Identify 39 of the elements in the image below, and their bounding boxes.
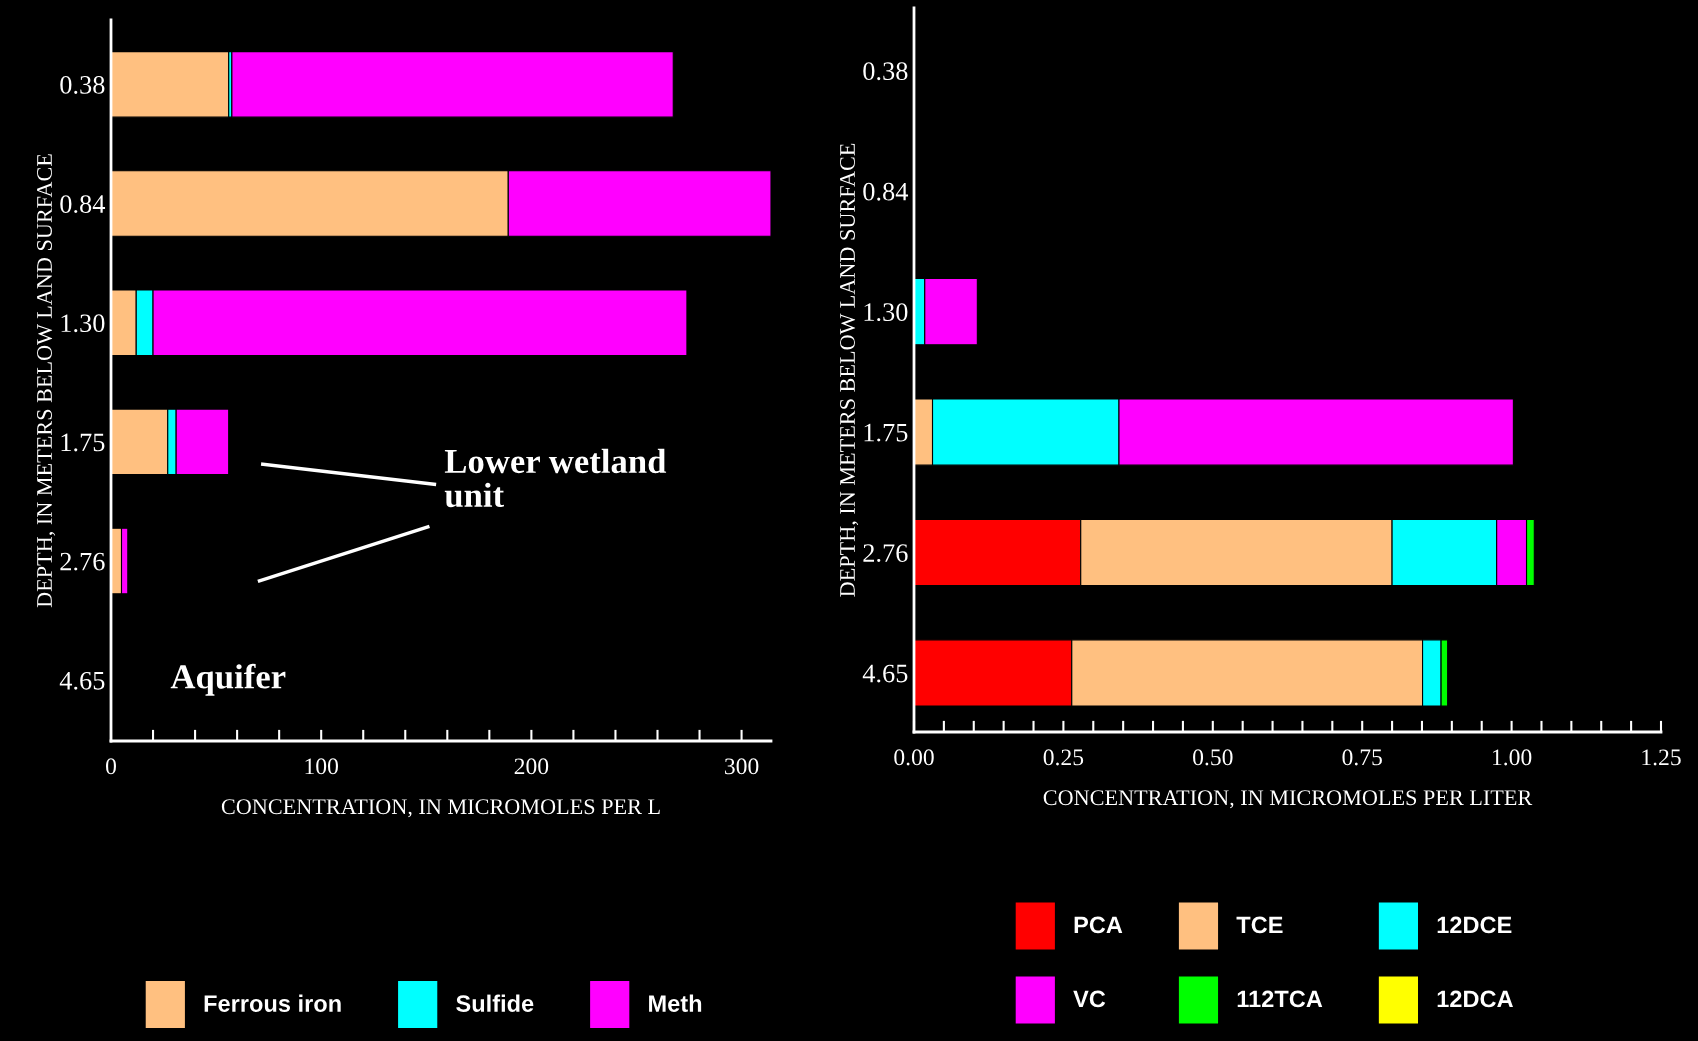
y-tick-label: 1.75 — [61, 433, 105, 452]
y-tick-label: 4.65 — [59, 671, 105, 690]
legend-label: PCA — [1074, 916, 1123, 934]
y-tick-label: 2.76 — [60, 552, 105, 571]
x-axis-title: CONCENTRATION, IN MICROMOLES PER L — [221, 799, 660, 818]
y-tick-label: 4.65 — [862, 664, 908, 683]
x-tick-label: 1.00 — [1493, 749, 1532, 766]
legend-label: Ferrous iron — [204, 994, 341, 1012]
legend-label: VC — [1073, 990, 1106, 1008]
y-tick-label: 0.38 — [863, 62, 908, 81]
y-tick-label: 0.38 — [60, 75, 105, 94]
bar — [111, 51, 230, 118]
y-tick-label: 0.84 — [863, 182, 909, 201]
x-tick-label: 0 — [106, 758, 116, 775]
y-axis-title: DEPTH, IN METERS BELOW LAND SURFACE — [37, 154, 56, 608]
x-tick-label: 0.75 — [1342, 749, 1382, 766]
x-tick-label: 0.50 — [1193, 749, 1233, 766]
y-tick-label: 0.84 — [60, 195, 106, 214]
legend-label: Sulfide — [456, 994, 534, 1012]
x-tick-label: 200 — [514, 758, 549, 775]
x-tick-label: 100 — [305, 758, 338, 775]
x-tick-label: 1.25 — [1642, 749, 1681, 766]
legend-label: Meth — [649, 994, 702, 1012]
legend-label: 112TCA — [1237, 990, 1323, 1008]
legend-label: 12DCA — [1437, 990, 1513, 1008]
x-tick-label: 300 — [724, 758, 759, 775]
bar — [231, 51, 674, 118]
x-tick-label: 0.25 — [1043, 749, 1084, 766]
x-tick-label: 0.00 — [894, 749, 934, 766]
y-tick-label: 1.30 — [61, 314, 105, 333]
x-axis-title: CONCENTRATION, IN MICROMOLES PER LITER — [1043, 790, 1533, 809]
y-tick-label: 2.76 — [863, 544, 908, 563]
annotation: Lower wetland unit — [444, 448, 667, 508]
y-tick-label: 1.30 — [864, 303, 908, 322]
y-axis-title: DEPTH, IN METERS BELOW LAND SURFACE — [840, 143, 859, 597]
y-tick-label: 1.75 — [864, 423, 908, 442]
legend-label: TCE — [1236, 916, 1283, 934]
legend-label: 12DCE — [1437, 916, 1512, 934]
annotation: Aquifer — [170, 663, 286, 696]
